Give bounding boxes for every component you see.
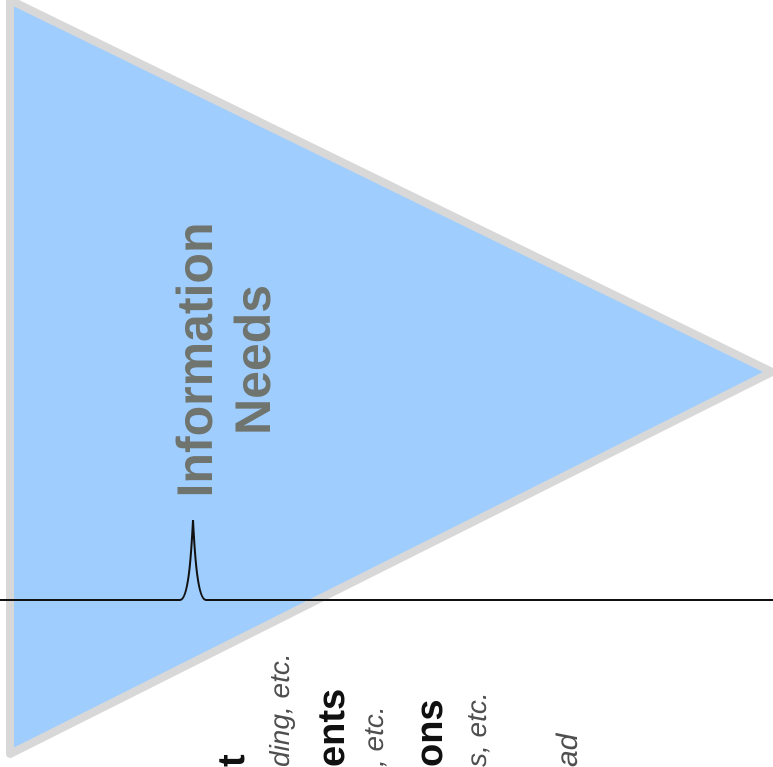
bottom-label-2-main: ents [311, 689, 353, 767]
bottom-label-3-sub: s, etc. [461, 692, 492, 767]
bottom-label-3-main: ons [409, 699, 451, 767]
horizontal-axis-line [0, 519, 773, 601]
bottom-label-1-sub: ding, etc. [264, 653, 295, 767]
bottom-label-1-main: t [211, 754, 253, 767]
bottom-label-2-sub: , etc. [358, 706, 389, 767]
bottom-label-4-main: ad [551, 732, 584, 767]
triangle-title-line-2: Needs [225, 285, 281, 435]
triangle-title-line-1: Information [167, 223, 223, 498]
needs-triangle [6, 0, 773, 758]
